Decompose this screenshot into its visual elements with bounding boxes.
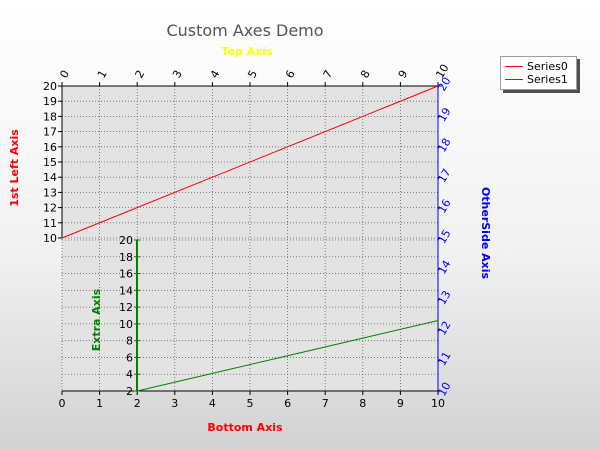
left-tick-label: 10 xyxy=(43,232,57,245)
left-tick-label: 16 xyxy=(43,141,57,154)
left-tick-label: 15 xyxy=(43,156,57,169)
bottom-tick-label: 8 xyxy=(359,397,366,410)
left-tick-label: 19 xyxy=(43,95,57,108)
chart-title: Custom Axes Demo xyxy=(166,21,323,40)
top-tick-label: 0 xyxy=(57,68,72,81)
left-tick-label: 17 xyxy=(43,126,57,139)
top-tick-label: 1 xyxy=(95,68,110,81)
extra-tick-label: 8 xyxy=(126,335,133,348)
series-line-series1 xyxy=(137,320,439,392)
top-tick-label: 4 xyxy=(208,68,223,81)
left-tick-label: 20 xyxy=(43,80,57,93)
top-axis-title: Top Axis xyxy=(221,45,273,58)
plot-area xyxy=(62,86,438,391)
extra-axis-title: Extra Axis xyxy=(90,288,103,351)
top-tick-label: 7 xyxy=(321,68,336,81)
legend-item-series1: Series1 xyxy=(505,73,568,86)
left-tick-label: 11 xyxy=(43,217,57,230)
extra-tick-label: 12 xyxy=(119,301,133,314)
extra-tick-label: 18 xyxy=(119,251,133,264)
left-axis-title: 1st Left Axis xyxy=(8,129,21,207)
right-tick-label: 20 xyxy=(435,75,453,94)
legend-swatch-series1 xyxy=(505,78,523,80)
bottom-tick-label: 3 xyxy=(171,397,178,410)
extra-tick-label: 4 xyxy=(126,368,133,381)
left-tick-label: 14 xyxy=(43,171,57,184)
bottom-tick-label: 9 xyxy=(397,397,404,410)
top-tick-label: 2 xyxy=(133,68,148,81)
top-tick-label: 5 xyxy=(245,68,260,81)
extra-tick-label: 6 xyxy=(126,351,133,364)
bottom-tick-label: 5 xyxy=(247,397,254,410)
right-tick-label: 18 xyxy=(435,136,453,155)
bottom-tick-label: 0 xyxy=(59,397,66,410)
left-tick-label: 12 xyxy=(43,202,57,215)
left-tick-label: 13 xyxy=(43,186,57,199)
series-line-series0 xyxy=(61,85,439,239)
right-tick-label: 15 xyxy=(435,227,453,246)
legend: Series0 Series1 xyxy=(500,56,577,90)
right-tick-label: 13 xyxy=(435,288,453,307)
top-tick-label: 6 xyxy=(283,68,298,81)
bottom-tick-label: 10 xyxy=(431,397,445,410)
legend-swatch-series0 xyxy=(505,65,523,67)
top-tick-label: 10 xyxy=(433,62,451,81)
extra-tick-label: 16 xyxy=(119,268,133,281)
right-tick-label: 16 xyxy=(435,197,453,216)
right-tick-label: 19 xyxy=(435,105,453,124)
right-tick-label: 12 xyxy=(435,319,453,338)
legend-item-series0: Series0 xyxy=(505,60,568,73)
bottom-tick-label: 4 xyxy=(209,397,216,410)
top-tick-label: 8 xyxy=(358,68,373,81)
extra-tick-label: 14 xyxy=(119,284,133,297)
legend-label-series0: Series0 xyxy=(527,60,568,73)
right-tick-label: 17 xyxy=(435,166,453,185)
top-tick-label: 3 xyxy=(170,68,185,81)
bottom-tick-label: 6 xyxy=(284,397,291,410)
right-tick-label: 11 xyxy=(435,349,453,368)
extra-tick-label: 2 xyxy=(126,385,133,398)
right-axis-title: OtherSide Axis xyxy=(479,187,492,280)
bottom-axis-title: Bottom Axis xyxy=(207,421,283,434)
extra-tick-label: 10 xyxy=(119,318,133,331)
right-tick-label: 14 xyxy=(435,258,453,277)
bottom-tick-label: 1 xyxy=(96,397,103,410)
right-tick-label: 10 xyxy=(435,380,453,399)
legend-label-series1: Series1 xyxy=(527,73,568,86)
extra-tick-label: 20 xyxy=(119,234,133,247)
bottom-tick-label: 2 xyxy=(134,397,141,410)
bottom-tick-label: 7 xyxy=(322,397,329,410)
left-tick-label: 18 xyxy=(43,110,57,123)
top-tick-label: 9 xyxy=(396,68,411,81)
